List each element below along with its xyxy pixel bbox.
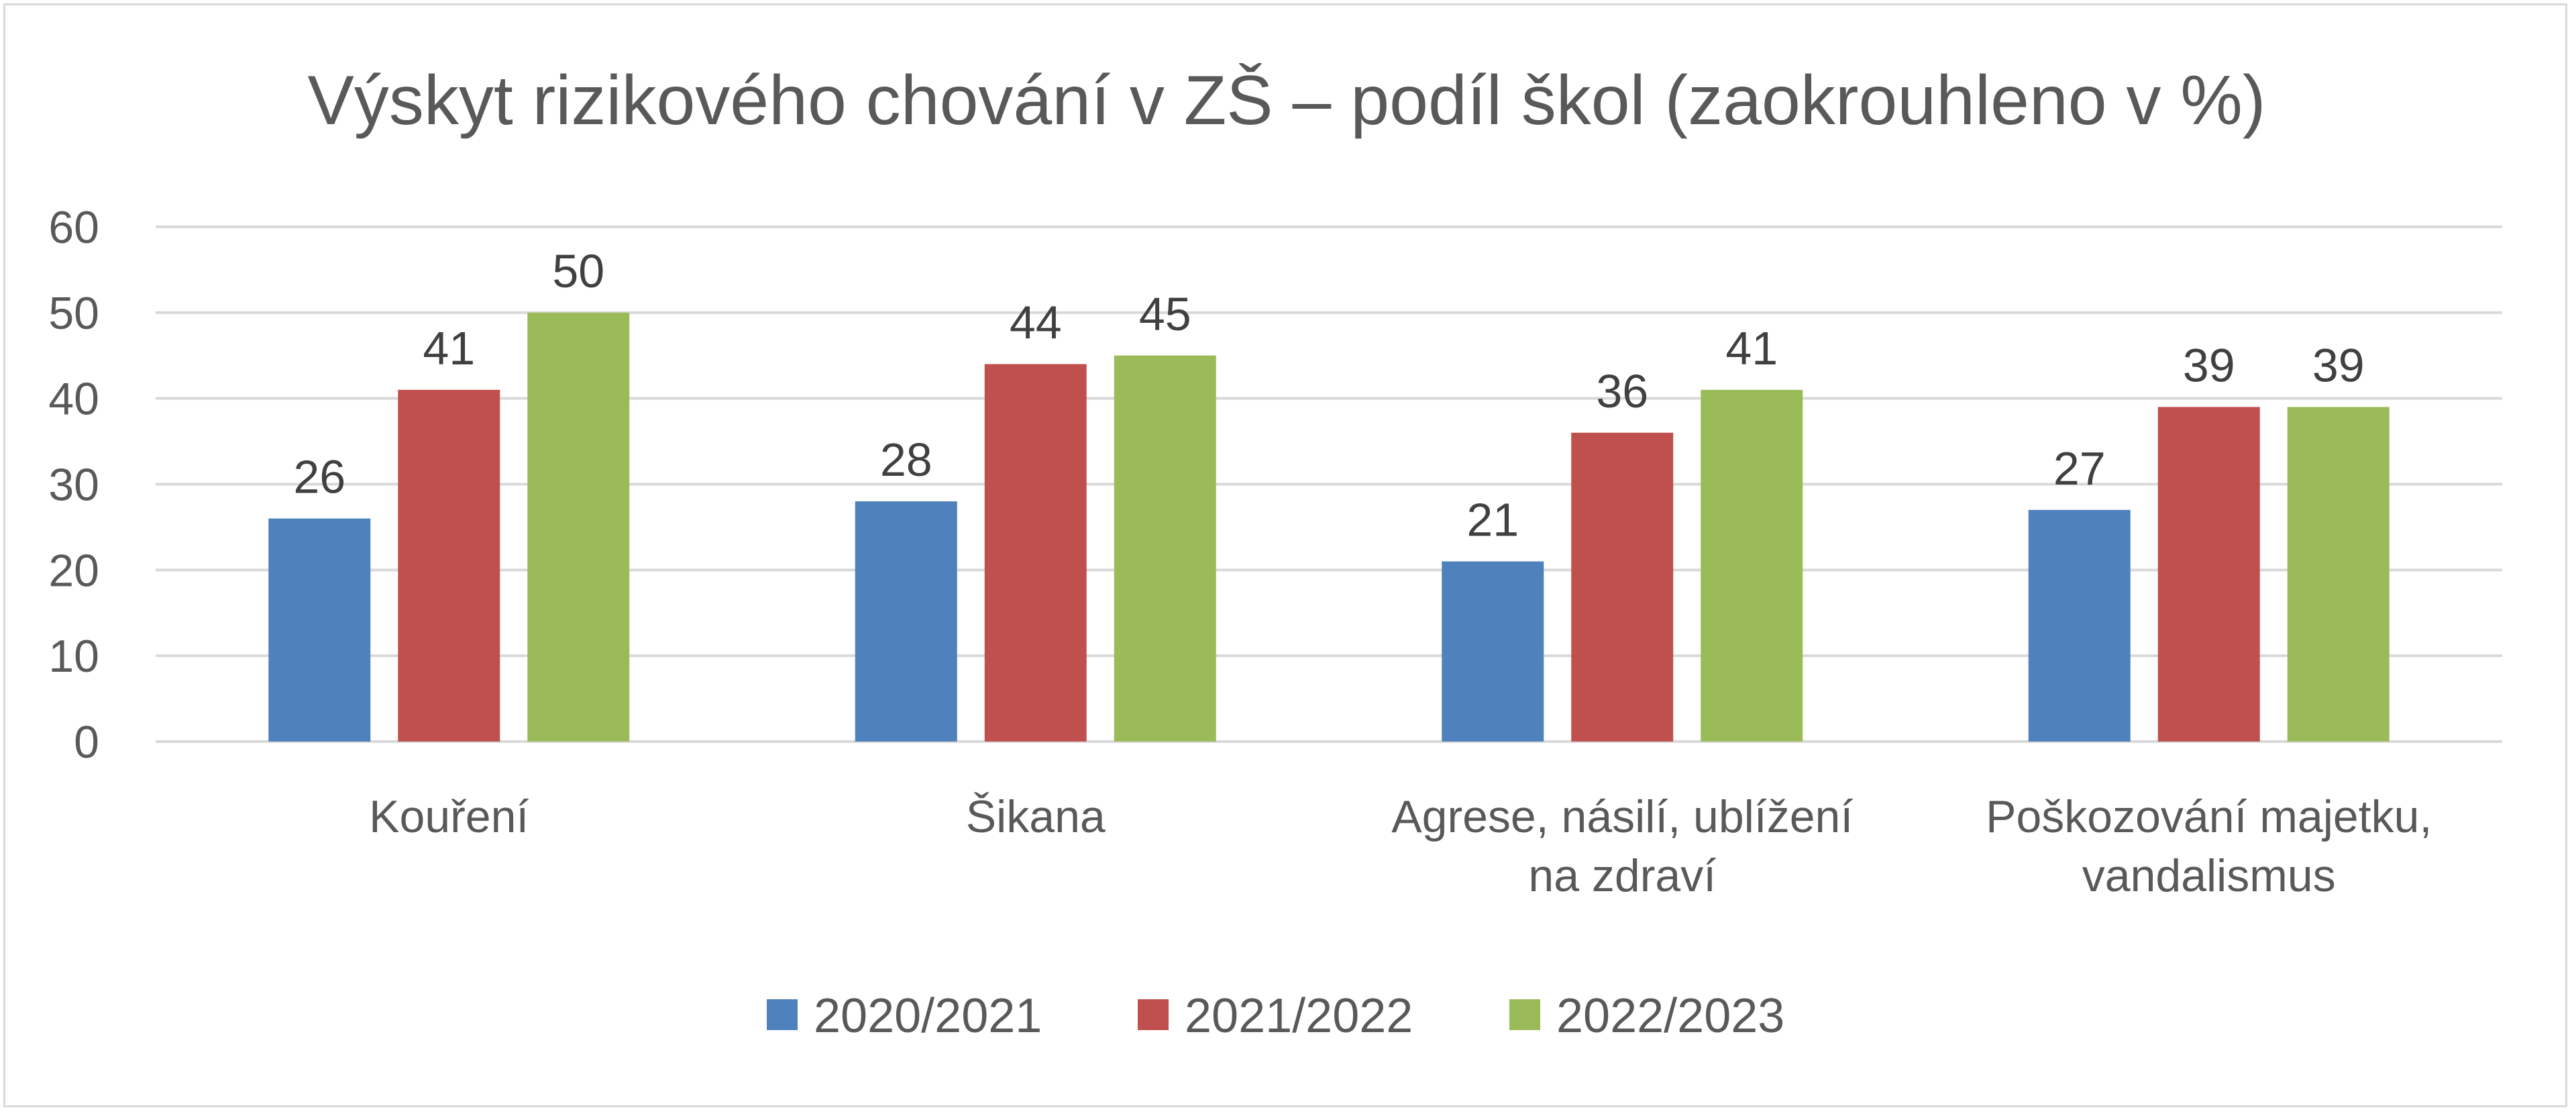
- bar-2021-2022-0: [398, 389, 500, 742]
- legend-label: 2021/2022: [1185, 989, 1413, 1043]
- data-label: 39: [2312, 339, 2365, 391]
- data-label: 50: [552, 245, 604, 297]
- bar-2022-2023-1: [1114, 355, 1216, 742]
- legend-swatch: [1138, 999, 1169, 1030]
- legend-label: 2020/2021: [814, 989, 1042, 1043]
- bar-2020-2021-1: [855, 501, 957, 742]
- y-tick-label: 30: [48, 460, 99, 511]
- category-label: na zdraví: [1528, 850, 1716, 901]
- category-label: vandalismus: [2082, 850, 2336, 901]
- data-label: 45: [1139, 288, 1191, 340]
- y-axis: 0 10 20 30 40 50 60: [48, 202, 99, 768]
- chart-title: Výskyt rizikového chování v ZŠ – podíl š…: [307, 62, 2265, 140]
- bar-2021-2022-1: [984, 364, 1087, 742]
- bar-2022-2023-3: [2287, 407, 2390, 742]
- bars: [268, 312, 2390, 742]
- data-label: 28: [880, 434, 932, 486]
- bar-2022-2023-0: [527, 312, 630, 742]
- data-label: 21: [1466, 494, 1519, 546]
- legend-label: 2022/2023: [1556, 989, 1784, 1043]
- category-label: Kouření: [369, 791, 529, 842]
- data-labels: 26 41 50 28 44 45 21 36 41 27 39 39: [293, 245, 2364, 546]
- y-tick-label: 20: [48, 545, 99, 596]
- y-tick-label: 40: [48, 374, 99, 425]
- data-label: 41: [423, 322, 475, 374]
- legend: 2020/2021 2021/2022 2022/2023: [767, 989, 1784, 1043]
- data-label: 39: [2183, 339, 2235, 391]
- y-tick-label: 60: [48, 202, 99, 253]
- legend-swatch: [1509, 999, 1540, 1030]
- bar-2020-2021-0: [268, 518, 371, 742]
- data-label: 36: [1596, 365, 1648, 417]
- bar-2021-2022-3: [2157, 407, 2260, 742]
- bar-2022-2023-2: [1701, 389, 1803, 742]
- bar-2020-2021-3: [2028, 509, 2131, 742]
- y-tick-label: 0: [74, 717, 99, 768]
- bar-2021-2022-2: [1571, 432, 1674, 742]
- y-tick-label: 50: [48, 288, 99, 339]
- category-label: Poškozování majetku,: [1986, 791, 2432, 842]
- legend-swatch: [767, 999, 798, 1030]
- x-axis: Kouření Šikana Agrese, násilí, ublížení na …: [369, 791, 2432, 901]
- data-label: 27: [2053, 442, 2106, 495]
- gridlines: [156, 225, 2502, 743]
- category-label: Šikana: [966, 791, 1106, 842]
- data-label: 26: [293, 451, 345, 503]
- y-tick-label: 10: [48, 631, 99, 682]
- data-label: 44: [1010, 297, 1062, 349]
- category-label: Agrese, násilí, ublížení: [1391, 791, 1853, 842]
- bar-2020-2021-2: [1442, 561, 1544, 742]
- data-label: 41: [1725, 322, 1778, 374]
